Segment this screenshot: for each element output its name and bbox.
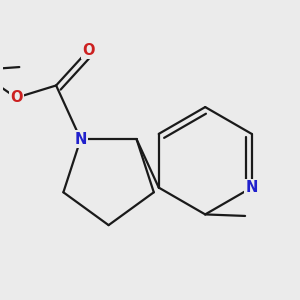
Text: O: O (82, 43, 94, 58)
Text: N: N (245, 180, 258, 195)
Text: O: O (10, 90, 22, 105)
Text: N: N (74, 132, 87, 147)
